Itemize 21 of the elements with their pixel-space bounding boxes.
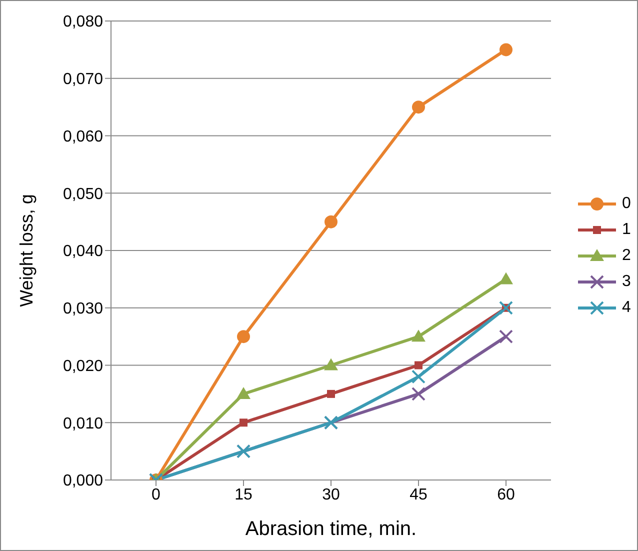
y-tick-label: 0,020 [62,358,104,375]
legend-label: 4 [622,299,631,317]
legend-label: 3 [622,273,631,291]
y-tick-label: 0,050 [62,186,104,203]
y-tick-label: 0,010 [62,415,104,432]
x-tick-label: 0 [152,486,161,504]
legend-label: 2 [622,247,631,265]
y-tick-label: 0,000 [62,472,104,490]
y-axis-title: Weight loss, g [16,194,36,307]
y-tick-label: 0,060 [62,128,104,146]
y-tick-label: 0,070 [62,71,104,88]
x-tick-label: 30 [322,486,340,504]
x-tick-label: 15 [234,486,252,504]
legend-label: 1 [622,221,631,239]
y-tick-label: 0,080 [62,14,104,31]
x-axis-title: Abrasion time, min. [245,518,417,540]
y-tick-label: 0,030 [62,300,104,318]
legend-label: 0 [622,195,631,213]
y-tick-label: 0,040 [62,243,104,260]
x-tick-label: 60 [497,486,515,504]
x-tick-label: 45 [410,486,428,504]
